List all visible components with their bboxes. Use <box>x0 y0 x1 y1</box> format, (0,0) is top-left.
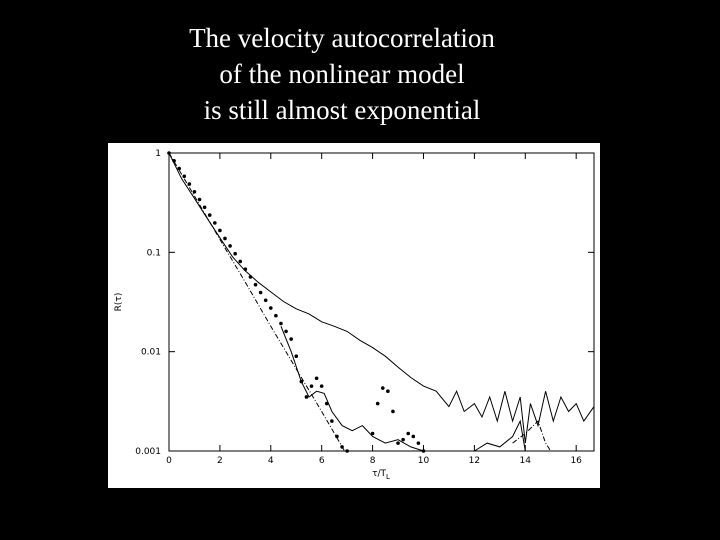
marker <box>319 384 324 388</box>
y-axis-label: R(τ) <box>114 293 124 312</box>
x-tick-label: 10 <box>418 456 430 466</box>
marker <box>401 437 405 442</box>
title-line: of the nonlinear model <box>219 59 464 89</box>
marker <box>330 419 334 423</box>
marker <box>416 441 421 445</box>
x-tick-label: 12 <box>469 456 480 466</box>
marker <box>279 321 283 326</box>
marker <box>263 298 268 303</box>
marker <box>391 409 395 414</box>
marker <box>289 337 293 341</box>
marker <box>213 221 217 225</box>
marker <box>218 228 222 233</box>
marker <box>284 329 288 334</box>
marker <box>238 259 243 264</box>
y-tick-label: 1 <box>155 149 161 159</box>
x-tick-label: 2 <box>217 456 223 466</box>
chart-panel <box>108 143 600 488</box>
y-tick-label: 0.1 <box>147 248 161 258</box>
y-tick-label: 0.01 <box>141 348 161 358</box>
marker <box>274 313 278 318</box>
series-line <box>280 326 526 452</box>
x-tick-label: 4 <box>268 456 274 466</box>
marker <box>294 354 299 359</box>
marker <box>314 376 319 381</box>
marker <box>253 282 258 287</box>
x-tick-label: 6 <box>319 456 325 466</box>
marker <box>345 449 349 453</box>
plot-frame <box>168 152 595 452</box>
x-axis-label: τ/TL <box>372 469 390 481</box>
x-tick-label: 8 <box>370 456 376 466</box>
marker <box>411 434 416 439</box>
series-line <box>168 152 595 444</box>
marker <box>380 386 385 390</box>
x-axis-label-main: τ/T <box>372 469 386 479</box>
title-line: is still almost exponential <box>204 95 481 125</box>
marker <box>370 431 375 436</box>
marker <box>228 244 232 248</box>
marker <box>335 434 339 439</box>
marker <box>304 395 309 399</box>
x-tick-label: 0 <box>166 456 172 466</box>
marker <box>396 441 400 445</box>
x-tick-label: 16 <box>570 456 582 466</box>
marker <box>233 251 237 256</box>
marker <box>207 213 212 217</box>
marker <box>177 166 181 171</box>
marker <box>223 236 227 241</box>
x-axis-label-sub: L <box>386 473 390 481</box>
marker <box>386 389 390 393</box>
y-tick-label: 0.001 <box>135 447 161 457</box>
marker <box>375 401 380 406</box>
marker <box>258 290 263 295</box>
marker <box>406 431 411 436</box>
marker <box>182 174 187 179</box>
marker <box>192 189 197 194</box>
marker <box>309 384 314 388</box>
marker <box>202 205 207 210</box>
x-tick-label: 14 <box>520 456 532 466</box>
marker <box>268 306 273 310</box>
marker <box>197 197 202 202</box>
title-line: The velocity autocorrelation <box>189 23 495 53</box>
series-line <box>168 152 552 452</box>
